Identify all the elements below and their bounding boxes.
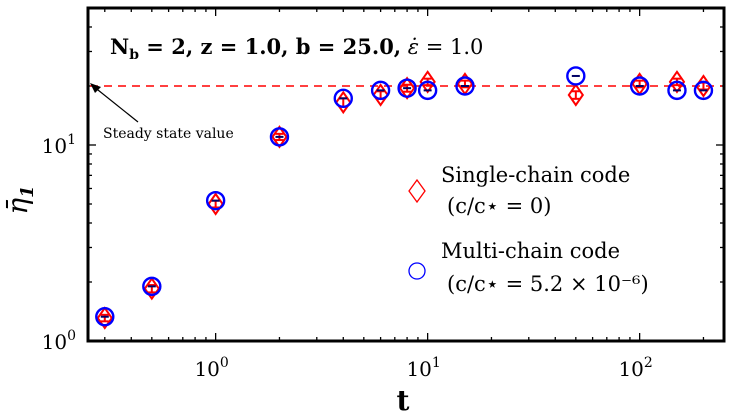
legend-marker-single-chain: [408, 178, 426, 204]
plot-frame: [86, 6, 726, 343]
x-tick-labels: 100 101 102: [194, 355, 652, 381]
single-chain-point: [372, 83, 389, 107]
multi-chain-point: [142, 276, 162, 297]
single-chain-point: [419, 70, 436, 94]
legend-label-multi-chain: Multi-chain code: [441, 239, 620, 263]
axis-ticks: [88, 7, 724, 342]
single-chain-point: [668, 70, 686, 94]
multi-chain-point: [629, 76, 650, 96]
annotation-steady-state: Steady state value: [103, 126, 234, 142]
single-chain-point: [567, 83, 585, 107]
multi-chain-point: [205, 190, 226, 211]
single-chain-point: [335, 90, 352, 115]
legend-label-multi-chain-conc: (c/c⋆ = 5.2 × 10⁻⁶): [447, 272, 649, 296]
single-chain-point: [398, 76, 416, 100]
single-chain-point: [271, 125, 288, 149]
svg-text:η̄1: η̄1: [1, 185, 38, 214]
legend-label-single-chain: Single-chain code: [441, 163, 630, 187]
multi-chain-point: [269, 127, 290, 147]
single-chain-point: [143, 276, 161, 301]
multi-chain-point: [566, 66, 586, 86]
single-chain-point: [96, 306, 114, 330]
multi-chain-point: [95, 307, 115, 327]
multi-chain-point: [370, 80, 391, 101]
single-chain-point: [207, 192, 224, 216]
multi-chain-point: [693, 80, 714, 101]
x-tick-label: 102: [618, 355, 652, 381]
annotation-arrow: [92, 85, 139, 123]
multi-chain-point: [667, 80, 687, 101]
annotation-arrowhead: [90, 83, 101, 93]
legend: Single-chain code (c/c⋆ = 0) Multi-chain…: [408, 163, 649, 296]
legend-marker-multi-chain: [408, 262, 426, 280]
chart-title: Nb = 2, z = 1.0, b = 25.0, ε̇ = 1.0: [110, 34, 483, 63]
legend-label-single-chain-conc: (c/c⋆ = 0): [447, 194, 551, 218]
y-tick-label: 101: [42, 132, 76, 158]
multi-chain-point: [333, 88, 353, 109]
y-tick-labels: 100 101: [42, 132, 76, 354]
multi-chain-point: [397, 78, 417, 98]
x-tick-label: 100: [194, 355, 228, 381]
x-axis-label: t: [397, 384, 410, 417]
y-axis-label: η̄1: [1, 185, 38, 214]
multi-chain-point: [417, 80, 438, 101]
data-markers: [95, 66, 714, 330]
y-tick-label: 100: [42, 328, 76, 354]
x-tick-label: 101: [406, 355, 440, 381]
multi-chain-point: [455, 76, 475, 96]
